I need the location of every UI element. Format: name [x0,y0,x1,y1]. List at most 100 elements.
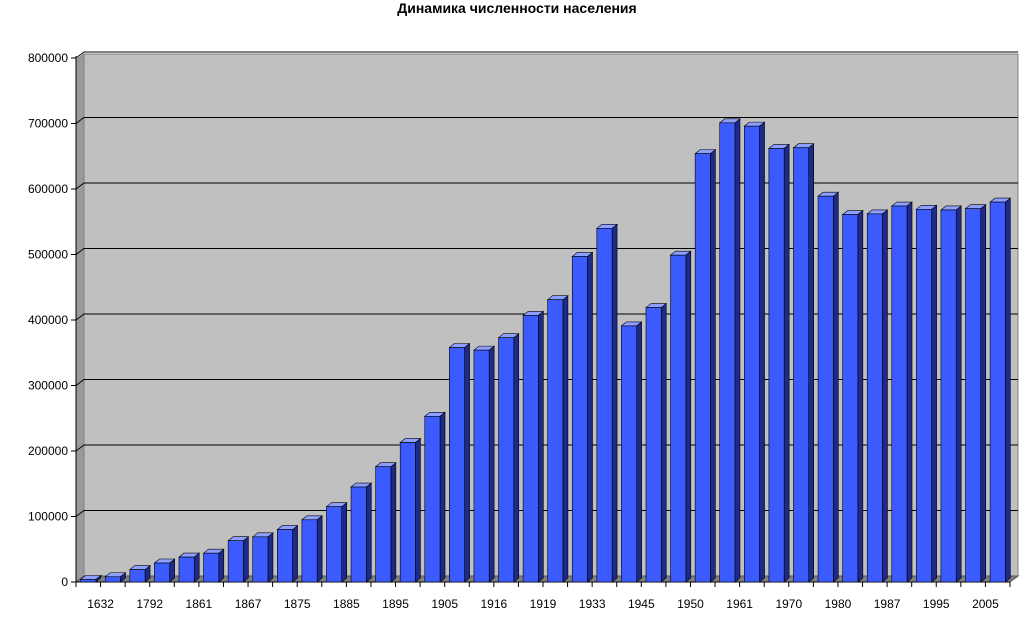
x-tick-label: 1933 [579,597,606,611]
x-tick-label: 1875 [284,597,311,611]
bar [350,486,367,583]
x-tick-label: 1632 [87,597,114,611]
bar [277,529,293,583]
x-tick-label: 1980 [825,597,852,611]
bar [719,122,736,583]
bar-side [931,204,937,583]
bar [793,147,809,583]
bar [645,307,662,583]
x-tick-label: 1919 [530,597,557,611]
bar [227,540,244,583]
y-tick-label: 600000 [28,182,68,196]
bar [473,349,490,583]
bar [252,536,269,583]
bar [399,442,416,583]
x-tick-label: 1970 [775,597,802,611]
bar-side [636,321,642,583]
bar-side [218,548,225,583]
bar [621,325,637,583]
bar [571,256,588,583]
bar [154,562,170,583]
y-tick-label: 500000 [28,248,68,262]
bar [129,569,146,583]
bar-side [415,437,421,583]
x-tick-label: 1945 [628,597,655,611]
bar [547,299,564,583]
bar [694,153,711,583]
y-tick-label: 100000 [28,510,68,524]
y-tick-label: 0 [61,575,68,589]
bar [596,228,613,583]
gridline [75,51,1018,59]
bar [80,579,97,583]
gridline [75,117,1018,124]
bar-side [341,502,347,583]
x-tick-label: 2005 [972,597,999,611]
bar [522,315,539,583]
bar [940,209,957,583]
bar-side [857,209,864,583]
bar-side [513,333,520,583]
y-tick-label: 800000 [28,51,68,65]
bar [989,201,1006,583]
y-tick-label: 400000 [28,313,68,327]
y-tick-label: 700000 [28,117,68,131]
x-tick-label: 1916 [480,597,507,611]
x-tick-label: 1861 [186,597,213,611]
bar [916,209,932,583]
bar-side [980,204,987,583]
chart-title: Динамика численности населения [397,0,637,16]
bar-side [488,345,495,583]
bar-side [734,118,741,583]
bar-side [685,250,692,583]
bar [842,214,859,583]
x-tick-label: 1905 [431,597,458,611]
bar-side [390,462,397,583]
bar [498,337,515,583]
y-tick-label: 200000 [28,444,68,458]
bar-side [710,149,716,583]
bar [768,148,785,583]
y-tick-label: 300000 [28,379,68,393]
bar-side [759,121,765,583]
bar-side [955,205,962,583]
bar [104,576,121,583]
bar-side [464,342,470,583]
x-tick-label: 1792 [136,597,163,611]
bar [203,552,220,583]
bar-side [562,295,569,583]
bar [449,347,465,583]
bar-side [267,532,274,583]
x-tick-label: 1895 [382,597,409,611]
x-tick-label: 1885 [333,597,360,611]
bar-side [611,223,618,583]
bar-side [316,515,323,583]
bar [424,415,441,583]
x-tick-label: 1950 [677,597,704,611]
bar-side [882,209,888,583]
bar-side [243,536,249,583]
bar-side [538,310,544,583]
bar [817,195,834,583]
bar [670,254,687,583]
bar [326,506,342,583]
bar [375,466,392,583]
x-tick-label: 1961 [726,597,753,611]
bar [744,125,760,583]
bar-side [832,191,839,583]
bar-side [906,201,913,583]
bar [891,205,908,583]
bar [866,213,883,583]
bar-side [783,143,790,583]
bar-side [660,302,667,583]
bar-side [292,524,298,583]
bar-side [439,411,446,583]
bar [965,208,982,583]
bar [301,519,318,583]
bar-side [808,143,814,583]
bar-side [587,251,593,583]
x-tick-label: 1867 [235,597,262,611]
bar-side [1005,197,1011,583]
bar-side [193,552,200,583]
